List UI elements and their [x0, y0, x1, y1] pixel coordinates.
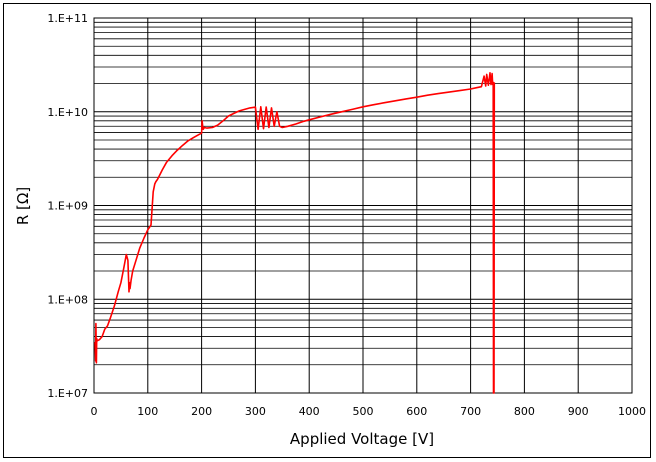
x-tick-label: 100 [137, 405, 158, 418]
x-tick-labels: 0 100 200 300 400 500 600 700 800 900 1000 [91, 405, 647, 418]
x-axis-title: Applied Voltage [V] [290, 430, 434, 448]
y-tick-label: 1.E+09 [47, 200, 88, 213]
x-tick-label: 500 [353, 405, 374, 418]
x-tick-label: 300 [245, 405, 266, 418]
y-tick-label: 1.E+07 [47, 387, 88, 400]
y-tick-labels: 1.E+07 1.E+08 1.E+09 1.E+10 1.E+11 [47, 12, 88, 400]
x-tick-label: 600 [406, 405, 427, 418]
series-line-0 [94, 72, 496, 394]
y-axis-title: R [Ω] [14, 187, 32, 225]
x-tick-label: 0 [91, 405, 98, 418]
plot-area-border [93, 17, 633, 394]
x-tick-label: 200 [191, 405, 212, 418]
x-tick-label: 900 [568, 405, 589, 418]
x-tick-label: 400 [299, 405, 320, 418]
x-tick-label: 700 [460, 405, 481, 418]
y-tick-label: 1.E+08 [47, 293, 88, 306]
y-tick-label: 1.E+10 [47, 106, 88, 119]
chart-frame [3, 3, 651, 458]
x-tick-label: 1000 [618, 405, 646, 418]
series-layer [94, 72, 496, 394]
x-tick-label: 800 [514, 405, 535, 418]
y-tick-label: 1.E+11 [47, 12, 88, 25]
